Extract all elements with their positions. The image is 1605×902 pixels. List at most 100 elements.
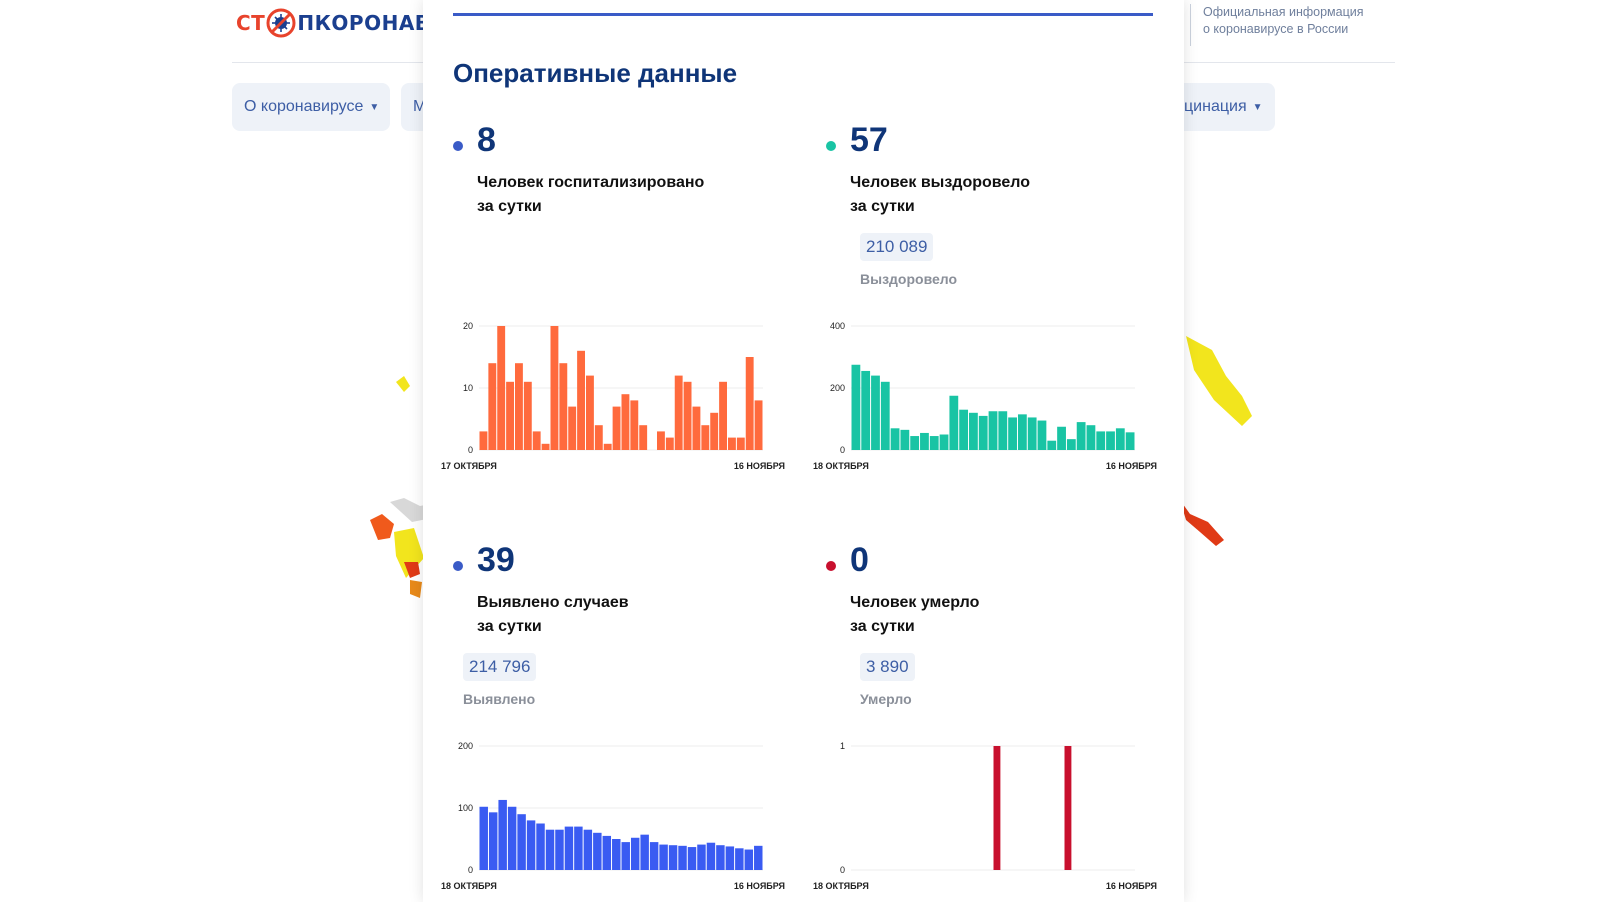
official-info[interactable]: Официальная информация о коронавирусе в …: [1190, 4, 1364, 46]
bar: [639, 425, 648, 450]
y-tick-label: 0: [840, 445, 845, 455]
chart-svg: 0 1 18 ОКТЯБРЯ 16 НОЯБРЯ: [813, 741, 1157, 891]
stat-label-line1: Человек умерло: [850, 594, 980, 611]
bar: [640, 834, 649, 870]
stat-label-line2: за сутки: [850, 618, 915, 635]
bar: [668, 845, 678, 870]
x-start-label: 18 ОКТЯБРЯ: [441, 881, 497, 891]
bar: [716, 845, 725, 870]
stat-value: 0: [850, 541, 869, 579]
bar: [920, 432, 929, 450]
bar: [568, 406, 577, 450]
bar: [949, 395, 959, 450]
bar: [532, 431, 541, 450]
bar: [574, 826, 583, 870]
bar: [479, 806, 488, 870]
logo-text-part1: СТ: [236, 11, 266, 35]
bar: [687, 847, 697, 870]
bar: [545, 829, 555, 870]
bar: [978, 415, 988, 450]
bar: [507, 806, 517, 870]
bar: [719, 381, 727, 450]
stat-value: 57: [850, 121, 888, 159]
bar: [745, 357, 754, 450]
nav-vaccination-label: цинация: [1184, 98, 1247, 115]
nav-item-2-label: М: [413, 98, 427, 115]
y-tick-label: 0: [468, 445, 473, 455]
bar: [736, 437, 745, 450]
y-tick-label: 0: [468, 865, 473, 875]
bar: [678, 845, 687, 870]
x-end-label: 16 НОЯБРЯ: [734, 461, 785, 471]
stat-label-line2: за сутки: [477, 198, 542, 215]
bar: [612, 839, 621, 870]
bar: [550, 326, 559, 450]
chart-recovered: 0 200 400 18 ОКТЯБРЯ 16 НОЯБРЯ: [813, 318, 1158, 478]
stat-label: Человек выздоровело за сутки: [850, 171, 1150, 219]
bar: [526, 820, 536, 870]
bar: [890, 428, 900, 450]
bar: [523, 381, 532, 450]
bar: [735, 848, 744, 870]
bar: [621, 842, 630, 870]
bar: [1086, 425, 1096, 450]
bar: [1096, 431, 1106, 450]
y-tick-label: 200: [458, 741, 473, 751]
bar: [851, 364, 861, 450]
bar: [593, 832, 602, 870]
bar: [515, 363, 523, 450]
bar: [754, 400, 763, 450]
bar: [861, 370, 871, 450]
bar: [630, 400, 639, 450]
bar: [559, 363, 568, 450]
nav-about-coronavirus[interactable]: О коронавирусе ▼: [232, 83, 390, 131]
stat-value: 39: [477, 541, 515, 579]
bar: [1047, 440, 1057, 450]
bar: [630, 837, 640, 870]
bar: [1027, 417, 1037, 450]
stat-label-line2: за сутки: [477, 618, 542, 635]
virus-icon: [266, 8, 296, 38]
bar: [900, 429, 910, 450]
x-end-label: 16 НОЯБРЯ: [734, 881, 785, 891]
y-tick-label: 0: [840, 865, 845, 875]
bar: [1008, 417, 1017, 450]
bar: [621, 394, 630, 450]
logo-text-part2: ПКОРОНАВИ: [297, 11, 448, 35]
dot-icon: [826, 141, 836, 151]
stopcoronavirus-logo[interactable]: СТ ПКОРОНАВИ: [236, 6, 448, 40]
y-tick-label: 400: [830, 321, 845, 331]
bar: [1037, 420, 1047, 450]
chart-svg: 0 100 200 18 ОКТЯБРЯ 16 НОЯБРЯ: [441, 741, 785, 891]
site-header: СТ ПКОРОНАВИ Официальная информация о ко…: [0, 0, 1605, 62]
stat-label-line2: за сутки: [850, 198, 915, 215]
bar: [506, 381, 514, 450]
dot-icon: [453, 141, 463, 151]
y-tick-label: 20: [463, 321, 473, 331]
bar: [988, 411, 998, 450]
bar: [1125, 432, 1135, 450]
bar: [725, 846, 735, 870]
bar: [929, 436, 939, 450]
stat-value: 8: [477, 121, 496, 159]
chevron-down-icon: ▼: [1252, 101, 1263, 113]
y-tick-label: 100: [458, 803, 473, 813]
bar: [602, 835, 612, 870]
operational-data-panel: Оперативные данные 8 Человек госпитализи…: [423, 0, 1184, 902]
bar: [659, 844, 668, 870]
bar: [541, 443, 550, 450]
x-end-label: 16 НОЯБРЯ: [1106, 461, 1157, 471]
stat-label: Выявлено случаев за сутки: [477, 591, 777, 639]
bar: [657, 431, 665, 450]
chart-svg: 0 10 20 17 ОКТЯБРЯ 16 НОЯБРЯ: [441, 321, 785, 471]
bar: [488, 812, 498, 870]
bar: [910, 436, 920, 450]
bar: [479, 431, 488, 450]
chart-deaths: 0 1 18 ОКТЯБРЯ 16 НОЯБРЯ: [813, 738, 1158, 898]
russia-map: [370, 336, 1252, 598]
bar: [517, 814, 526, 870]
bar: [871, 375, 880, 450]
bar: [754, 845, 763, 870]
stat-label: Человек умерло за сутки: [850, 591, 1150, 639]
bar: [728, 437, 736, 450]
